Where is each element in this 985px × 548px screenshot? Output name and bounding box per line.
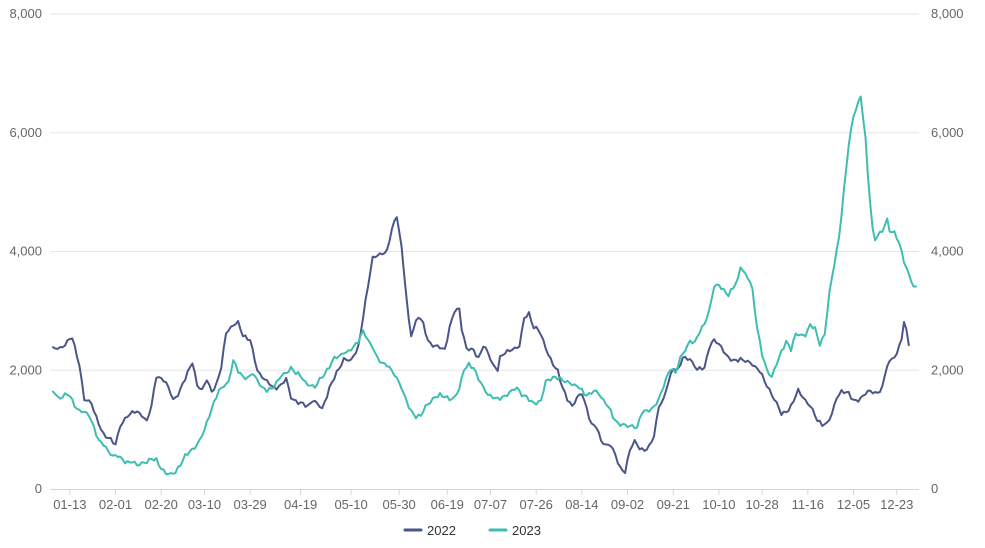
x-tick-label: 12-05 <box>837 497 870 512</box>
x-tick-label: 08-14 <box>565 497 598 512</box>
y2-tick-label: 4,000 <box>931 244 964 259</box>
legend-item-2022[interactable]: 2022 <box>403 523 456 538</box>
y-axis-right-ticks: 0 2,000 4,000 6,000 8,000 <box>931 6 964 496</box>
x-tick-label: 03-29 <box>233 497 266 512</box>
x-tick-label: 09-02 <box>611 497 644 512</box>
x-tick-label: 09-21 <box>657 497 690 512</box>
legend[interactable]: 2022 2023 <box>403 523 541 538</box>
gridlines <box>50 13 919 371</box>
x-tick-label: 02-01 <box>99 497 132 512</box>
legend-label: 2022 <box>427 523 456 538</box>
x-tick-label: 05-30 <box>383 497 416 512</box>
x-tick-label: 04-19 <box>284 497 317 512</box>
y-tick-label: 8,000 <box>9 6 42 21</box>
x-tick-label: 12-23 <box>880 497 913 512</box>
series-line-2023 <box>52 95 917 476</box>
y-tick-label: 0 <box>35 481 42 496</box>
x-tick-label: 01-13 <box>53 497 86 512</box>
x-tick-label: 07-07 <box>474 497 507 512</box>
y-axis-left-ticks: 0 2,000 4,000 6,000 8,000 <box>9 6 42 496</box>
series-lines <box>52 95 917 476</box>
y-tick-label: 4,000 <box>9 244 42 259</box>
x-tick-label: 07-26 <box>520 497 553 512</box>
x-axis-ticks: 01-13 02-01 02-20 03-10 03-29 04-19 05-10 05-30… <box>53 489 913 512</box>
x-tick-label: 11-16 <box>792 497 824 512</box>
x-tick-label: 10-28 <box>746 497 779 512</box>
x-tick-label: 06-19 <box>431 497 464 512</box>
x-tick-label: 03-10 <box>188 497 221 512</box>
y-tick-label: 6,000 <box>9 125 42 140</box>
x-tick-label: 05-10 <box>334 497 367 512</box>
series-line-2022 <box>52 216 910 475</box>
x-tick-label: 02-20 <box>145 497 178 512</box>
y2-tick-label: 6,000 <box>931 125 964 140</box>
y2-tick-label: 0 <box>931 481 938 496</box>
y-tick-label: 2,000 <box>9 362 42 377</box>
y2-tick-label: 2,000 <box>931 362 964 377</box>
legend-label: 2023 <box>512 523 541 538</box>
legend-item-2023[interactable]: 2023 <box>488 523 541 538</box>
y2-tick-label: 8,000 <box>931 6 964 21</box>
x-tick-label: 10-10 <box>702 497 735 512</box>
